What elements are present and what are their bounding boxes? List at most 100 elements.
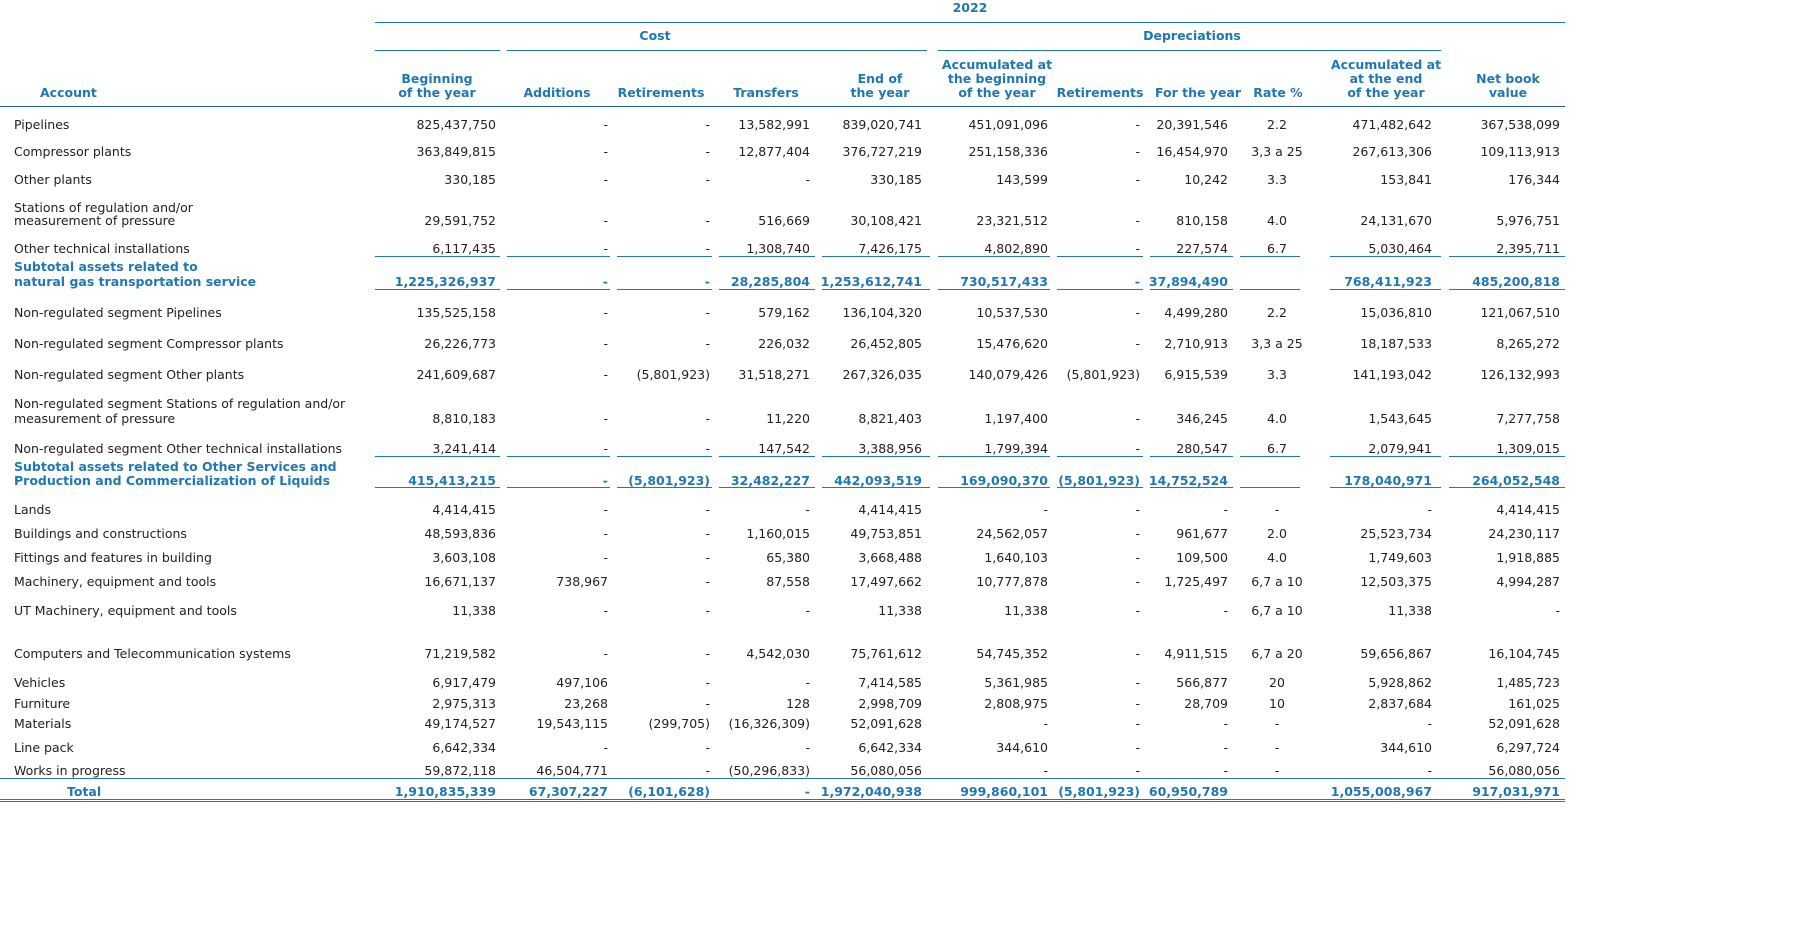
cell-value: 3,241,414	[432, 441, 496, 456]
cell-value: 810,158	[1176, 213, 1228, 228]
subtotal1-underline-6	[1057, 289, 1143, 290]
cell-value: 8,810,183	[432, 411, 496, 426]
subtotal1-underline-3	[719, 289, 815, 290]
subtotal1-underline-10	[1449, 289, 1565, 290]
cell-value: 52,091,628	[850, 716, 922, 731]
account-label: measurement of pressure	[14, 213, 176, 228]
cell-value: 11,338	[878, 603, 922, 618]
cell-value: 1,309,015	[1496, 441, 1560, 456]
cell-value: 12,877,404	[738, 144, 810, 159]
cell-value: -	[1223, 740, 1228, 755]
cell-value: 140,079,426	[968, 367, 1048, 382]
cell-value: 2.2	[1267, 117, 1287, 132]
cell-value: 1,640,103	[984, 550, 1048, 565]
cell-value: 71,219,582	[424, 646, 496, 661]
cell-value: 330,185	[444, 172, 496, 187]
cell-value: -	[1223, 502, 1228, 517]
cell-value: 7,414,585	[858, 675, 922, 690]
cell-value: 54,745,352	[976, 646, 1048, 661]
cell-value: 7,426,175	[858, 241, 922, 256]
cell-value: -	[705, 241, 710, 256]
cell-value: -	[705, 305, 710, 320]
subtotal-value: 32,482,227	[730, 473, 810, 488]
account-label: Non-regulated segment Pipelines	[14, 305, 222, 320]
cell-value: 2,975,313	[432, 696, 496, 711]
account-label: Line pack	[14, 740, 74, 755]
cell-value: 28,709	[1184, 696, 1228, 711]
cell-value: 24,131,670	[1360, 213, 1432, 228]
cell-value: -	[1223, 603, 1228, 618]
cell-value: 7,277,758	[1496, 411, 1560, 426]
column-header-8-line-1: Rate %	[1253, 85, 1303, 100]
cell-value: 6,917,479	[432, 675, 496, 690]
cell-value: -	[1135, 574, 1140, 589]
subtotal-value: 37,894,490	[1148, 274, 1228, 289]
cell-value: -	[1135, 172, 1140, 187]
cell-value: -	[1427, 763, 1432, 778]
cell-value: 136,104,320	[842, 305, 922, 320]
cell-value: -	[1135, 646, 1140, 661]
cell-value: -	[1135, 603, 1140, 618]
cell-value: 29,591,752	[424, 213, 496, 228]
header-bottom-rule	[0, 106, 1565, 107]
cell-value: -	[805, 172, 810, 187]
cell-value: 5,928,862	[1368, 675, 1432, 690]
cell-value: 1,799,394	[984, 441, 1048, 456]
cell-value: -	[603, 502, 608, 517]
pre-subtotal1-rule-4	[822, 256, 930, 257]
cell-value: 26,452,805	[850, 336, 922, 351]
pre-subtotal1-rule-5	[938, 256, 1050, 257]
account-label: Vehicles	[14, 675, 66, 690]
cell-value: 3,603,108	[432, 550, 496, 565]
account-label: Compressor plants	[14, 144, 132, 159]
cell-value: 161,025	[1508, 696, 1560, 711]
total-label: Total	[67, 784, 102, 799]
cell-value: -	[603, 740, 608, 755]
cell-value: -	[1427, 716, 1432, 731]
cell-value: 24,230,117	[1488, 526, 1560, 541]
cell-value: -	[603, 336, 608, 351]
account-label: Stations of regulation and/or	[14, 200, 193, 215]
subtotal1-underline-2	[617, 289, 712, 290]
cell-value: -	[1135, 675, 1140, 690]
pre-subtotal1-rule-8	[1240, 256, 1300, 257]
cell-value: 121,067,510	[1480, 305, 1560, 320]
subtotal-value: 28,285,804	[730, 274, 810, 289]
subtotal1-underline-4	[822, 289, 930, 290]
cell-value: -	[805, 502, 810, 517]
cell-value: -	[705, 740, 710, 755]
subtotal1-underline-7	[1150, 289, 1233, 290]
subtotal2-underline-4	[822, 487, 930, 488]
cost-group-heading: Cost	[639, 28, 671, 43]
cell-value: 3,3 a 25	[1251, 144, 1303, 159]
account-label: Machinery, equipment and tools	[14, 574, 217, 589]
subtotal-value: 442,093,519	[834, 473, 922, 488]
cell-value: 49,174,527	[424, 716, 496, 731]
cell-value: -	[705, 646, 710, 661]
cell-value: 4.0	[1267, 411, 1287, 426]
cell-value: -	[1135, 550, 1140, 565]
cell-value: -	[603, 526, 608, 541]
cell-value: -	[1135, 305, 1140, 320]
subtotal-value: -	[602, 274, 608, 289]
cell-value: 4,414,415	[432, 502, 496, 517]
cell-value: 17,497,662	[850, 574, 922, 589]
cell-value: -	[705, 696, 710, 711]
cell-value: -	[603, 367, 608, 382]
subtotal-value: 1,972,040,938	[820, 784, 922, 799]
cell-value: 18,187,533	[1360, 336, 1432, 351]
subtotal-value: 917,031,971	[1472, 784, 1560, 799]
cell-value: -	[1274, 740, 1280, 755]
cell-value: 825,437,750	[416, 117, 496, 132]
subtotal1-underline-5	[938, 289, 1050, 290]
cell-value: 26,226,773	[424, 336, 496, 351]
cell-value: 4,414,415	[858, 502, 922, 517]
pre-subtotal2-rule-0	[375, 456, 500, 457]
cell-value: 5,361,985	[984, 675, 1048, 690]
subtotal2-underline-6	[1057, 487, 1143, 488]
cell-value: 10	[1269, 696, 1285, 711]
account-label: Materials	[14, 716, 72, 731]
account-label: Fittings and features in building	[14, 550, 212, 565]
cell-value: 2,395,711	[1496, 241, 1560, 256]
